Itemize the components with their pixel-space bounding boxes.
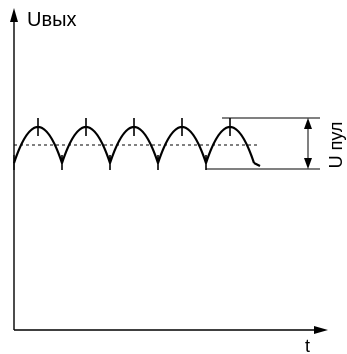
x-axis-label: t	[305, 336, 310, 354]
y-axis-label: Uвых	[27, 9, 76, 31]
x-axis-arrow	[314, 326, 328, 334]
ripple-arrow-up	[304, 118, 312, 129]
ripple-label: U пул	[326, 122, 346, 169]
peak-ticks	[37, 118, 231, 136]
waveform-tail	[253, 162, 261, 167]
ripple-arrow-down	[304, 158, 312, 169]
y-axis-arrow	[10, 8, 18, 22]
valley-ticks	[13, 155, 207, 170]
